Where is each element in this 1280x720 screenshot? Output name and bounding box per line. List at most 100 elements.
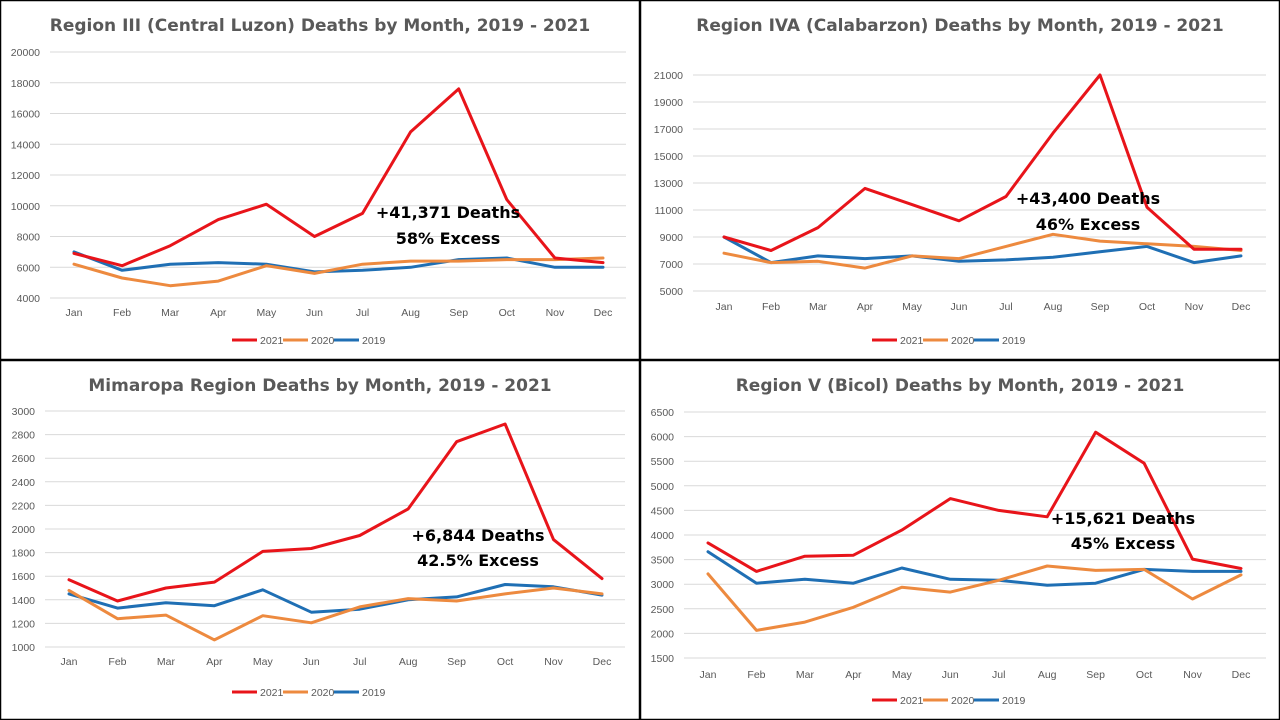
- x-tick-label: May: [256, 307, 277, 319]
- y-tick-label: 16000: [11, 109, 40, 121]
- y-tick-label: 1000: [12, 642, 36, 654]
- x-tick-label: May: [892, 669, 913, 681]
- legend-item-2021: 2021: [872, 335, 924, 347]
- chart-panel-2: Region IVA (Calabarzon) Deaths by Month,…: [639, 0, 1280, 361]
- x-tick-label: Apr: [206, 656, 223, 668]
- x-tick-label: Mar: [796, 669, 815, 681]
- legend-label: 2021: [900, 335, 924, 347]
- y-tick-label: 3500: [651, 555, 675, 567]
- y-tick-label: 1200: [12, 618, 36, 630]
- panel-border: [0, 0, 641, 361]
- x-tick-label: Sep: [447, 656, 466, 668]
- y-tick-label: 5000: [660, 286, 684, 298]
- y-tick-label: 4000: [651, 530, 675, 542]
- x-tick-label: Jan: [61, 656, 78, 668]
- y-tick-label: 2200: [12, 500, 36, 512]
- x-tick-label: Aug: [1038, 669, 1057, 681]
- y-tick-label: 6500: [651, 407, 675, 419]
- y-tick-label: 8000: [17, 232, 41, 244]
- series-line-2020: [722, 232, 1243, 270]
- y-tick-label: 19000: [654, 97, 683, 109]
- annotation-text: 58% Excess: [396, 229, 501, 248]
- y-tick-label: 1800: [12, 548, 36, 560]
- chart-title: Region IVA (Calabarzon) Deaths by Month,…: [696, 16, 1224, 36]
- x-tick-label: Jul: [353, 656, 366, 668]
- y-tick-label: 1400: [12, 595, 36, 607]
- legend-label: 2019: [1002, 695, 1026, 707]
- x-tick-label: Dec: [594, 307, 613, 319]
- y-tick-label: 6000: [651, 432, 675, 444]
- y-tick-label: 17000: [654, 124, 683, 136]
- x-tick-label: Dec: [1232, 669, 1251, 681]
- series-line-2021: [706, 430, 1243, 573]
- x-tick-label: Nov: [1183, 669, 1202, 681]
- x-tick-label: Jun: [942, 669, 959, 681]
- y-tick-label: 2000: [651, 628, 675, 640]
- x-tick-label: Nov: [546, 307, 565, 319]
- series-line-2020: [72, 256, 605, 288]
- y-tick-label: 1500: [651, 653, 675, 665]
- legend-label: 2019: [362, 687, 386, 699]
- y-tick-label: 9000: [660, 232, 684, 244]
- y-tick-label: 5000: [651, 481, 675, 493]
- y-tick-label: 20000: [11, 47, 40, 59]
- series-line-2019: [706, 550, 1243, 587]
- y-tick-label: 12000: [11, 170, 40, 182]
- x-tick-label: Aug: [401, 307, 420, 319]
- legend-item-2021: 2021: [232, 335, 284, 347]
- x-tick-label: Aug: [399, 656, 418, 668]
- legend-label: 2020: [951, 695, 975, 707]
- x-tick-label: Oct: [1136, 669, 1152, 681]
- annotation-text: +41,371 Deaths: [376, 203, 520, 222]
- x-tick-label: Dec: [1232, 301, 1251, 313]
- series-line-2020: [67, 586, 604, 642]
- legend-label: 2021: [260, 335, 284, 347]
- y-tick-label: 7000: [660, 259, 684, 271]
- x-tick-label: Nov: [1185, 301, 1204, 313]
- x-tick-label: Jun: [303, 656, 320, 668]
- x-tick-label: Sep: [1091, 301, 1110, 313]
- x-tick-label: Jul: [356, 307, 369, 319]
- x-tick-label: Aug: [1044, 301, 1063, 313]
- annotation-text: +6,844 Deaths: [411, 526, 544, 545]
- series-line-2019: [722, 235, 1243, 265]
- annotation-text: 45% Excess: [1071, 534, 1176, 553]
- x-tick-label: Nov: [544, 656, 563, 668]
- y-tick-label: 21000: [654, 70, 683, 82]
- x-tick-label: Mar: [157, 656, 176, 668]
- x-tick-label: Jul: [992, 669, 1005, 681]
- legend-item-2019: 2019: [974, 335, 1026, 347]
- x-tick-label: May: [902, 301, 923, 313]
- legend-label: 2021: [900, 695, 924, 707]
- x-tick-label: Oct: [499, 307, 515, 319]
- chart-title: Region III (Central Luzon) Deaths by Mon…: [50, 16, 591, 36]
- legend-item-2020: 2020: [283, 687, 335, 699]
- y-tick-label: 3000: [651, 579, 675, 591]
- x-tick-label: Jul: [999, 301, 1012, 313]
- legend-item-2019: 2019: [974, 695, 1026, 707]
- chart-title: Mimaropa Region Deaths by Month, 2019 - …: [88, 376, 551, 396]
- annotation-text: +43,400 Deaths: [1016, 189, 1160, 208]
- annotation-text: +15,621 Deaths: [1051, 509, 1195, 528]
- legend-label: 2020: [311, 687, 335, 699]
- legend-item-2020: 2020: [283, 335, 335, 347]
- annotation-text: 46% Excess: [1036, 215, 1141, 234]
- x-tick-label: Feb: [113, 307, 131, 319]
- series-line-2021: [67, 422, 604, 603]
- x-tick-label: Oct: [1139, 301, 1155, 313]
- legend-item-2021: 2021: [232, 687, 284, 699]
- x-tick-label: Sep: [449, 307, 468, 319]
- panel-border: [639, 0, 1280, 361]
- y-tick-label: 2000: [12, 524, 36, 536]
- x-tick-label: Feb: [747, 669, 765, 681]
- x-tick-label: Dec: [593, 656, 612, 668]
- y-tick-label: 13000: [654, 178, 683, 190]
- x-tick-label: Feb: [762, 301, 780, 313]
- x-tick-label: Jun: [306, 307, 323, 319]
- x-tick-label: Jan: [66, 307, 83, 319]
- x-tick-label: Jan: [716, 301, 733, 313]
- chart-title: Region V (Bicol) Deaths by Month, 2019 -…: [736, 376, 1185, 396]
- x-tick-label: Apr: [857, 301, 874, 313]
- y-tick-label: 1600: [12, 571, 36, 583]
